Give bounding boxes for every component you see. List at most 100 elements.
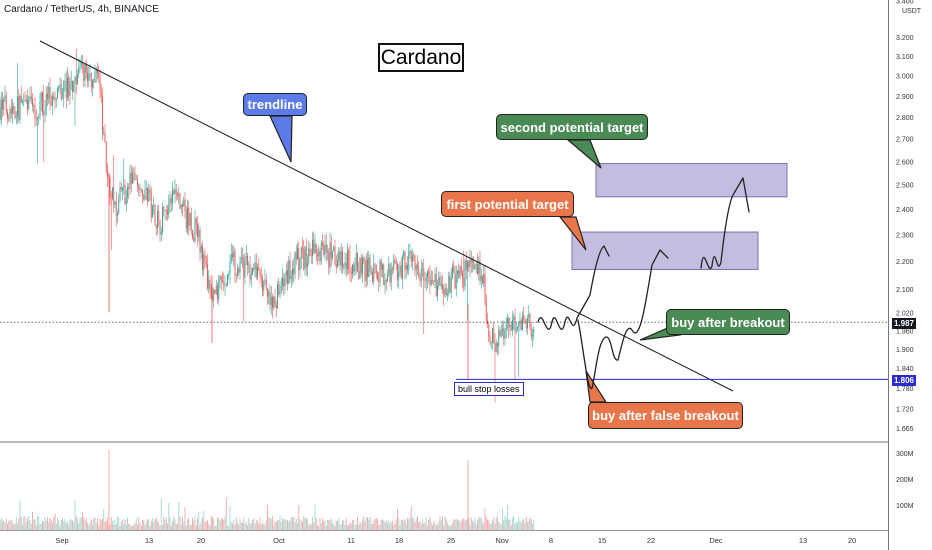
- volume-bar-105: [130, 525, 132, 530]
- candle-body-191: [238, 268, 240, 273]
- x-tick-11: Dec: [709, 536, 723, 545]
- volume-bar-231: [288, 521, 290, 530]
- candle-body-208: [259, 270, 261, 274]
- volume-bar-17: [20, 516, 22, 530]
- candle-body-334: [417, 265, 418, 268]
- price-tick-14: 1.960: [896, 328, 914, 335]
- volume-bar-1: [0, 517, 2, 530]
- volume-bar-363: [453, 519, 455, 530]
- volume-bar-264: [329, 520, 331, 530]
- candle-body-176: [219, 276, 221, 280]
- candle-body-216: [269, 291, 271, 306]
- volume-bar-369: [460, 522, 462, 530]
- candle-body-393: [490, 342, 492, 344]
- candle-body-160: [199, 229, 201, 253]
- volume-bar-60: [74, 500, 76, 530]
- volume-bar-321: [400, 519, 402, 530]
- volume-bar-22: [27, 518, 28, 530]
- candle-body-347: [433, 280, 435, 283]
- price-tick-1: 3.200: [896, 35, 914, 42]
- volume-bar-342: [427, 525, 428, 530]
- candle-body-162: [202, 246, 203, 271]
- volume-bar-47: [58, 520, 60, 530]
- volume-bar-197: [245, 521, 247, 530]
- projection-breakout: [537, 245, 610, 330]
- volume-bar-202: [252, 519, 253, 530]
- candle-body-182: [227, 274, 228, 286]
- price-tick-13: 2.020: [896, 310, 914, 317]
- volume-bar-84: [104, 521, 106, 530]
- volume-bar-246: [307, 519, 308, 530]
- candle-body-165: [205, 260, 207, 265]
- candle-body-389: [485, 299, 487, 321]
- candle-body-227: [283, 278, 285, 287]
- trendline-pointer: [269, 115, 293, 163]
- volume-bar-166: [207, 519, 208, 530]
- volume-bar-344: [429, 517, 431, 530]
- candle-body-335: [418, 267, 420, 278]
- volume-bar-146: [182, 517, 183, 530]
- volume-bar-241: [300, 520, 302, 530]
- candle-body-33: [40, 92, 42, 102]
- candle-body-42: [52, 96, 53, 106]
- volume-bar-409: [510, 524, 512, 530]
- candle-body-281: [350, 273, 352, 275]
- volume-bar-228: [284, 519, 286, 530]
- x-tick-6: 25: [447, 536, 455, 545]
- volume-bar-12: [14, 523, 16, 530]
- volume-bar-269: [335, 520, 337, 530]
- volume-bar-13: [15, 517, 17, 530]
- volume-bar-25: [30, 524, 32, 530]
- volume-bar-233: [290, 517, 292, 530]
- volume-bar-15: [18, 519, 20, 530]
- candle-body-183: [228, 274, 230, 275]
- candle-body-49: [60, 84, 62, 99]
- buy-after-false-breakout-label: buy after false breakout: [588, 402, 743, 429]
- candle-body-238: [297, 247, 298, 260]
- price-tick-5: 2.800: [896, 115, 914, 122]
- candle-body-92: [114, 201, 116, 205]
- volume-bar-81: [100, 520, 102, 530]
- candle-body-248: [309, 248, 311, 256]
- volume-bar-155: [193, 520, 195, 530]
- candle-body-250: [312, 239, 313, 256]
- candle-body-198: [247, 255, 248, 266]
- candle-body-317: [395, 263, 397, 265]
- volume-bar-295: [368, 519, 370, 530]
- x-tick-3: Oct: [273, 536, 286, 545]
- candle-body-427: [533, 328, 535, 335]
- candle-body-231: [288, 260, 290, 284]
- volume-bar-67: [83, 517, 85, 530]
- candle-body-46: [57, 88, 58, 98]
- volume-bar-354: [442, 516, 443, 530]
- candle-body-179: [223, 281, 225, 286]
- volume-bar-331: [413, 518, 415, 530]
- candle-body-78: [97, 70, 98, 74]
- volume-bar-158: [197, 517, 198, 530]
- volume-bar-54: [67, 521, 68, 530]
- candle-body-167: [208, 279, 210, 289]
- volume-bar-194: [242, 522, 243, 530]
- candle-body-22: [27, 99, 28, 109]
- candle-body-37: [45, 93, 47, 110]
- candle-body-145: [180, 204, 182, 209]
- volume-bar-19: [23, 516, 25, 530]
- x-tick-4: 11: [347, 536, 355, 545]
- candle-body-327: [408, 251, 410, 270]
- candle-body-148: [184, 199, 186, 211]
- candle-body-104: [129, 172, 131, 189]
- candle-body-61: [75, 76, 77, 85]
- volume-bar-104: [129, 524, 131, 530]
- x-tick-0: Sep: [55, 536, 68, 545]
- candle-body-261: [325, 244, 327, 253]
- candle-body-24: [29, 96, 31, 101]
- volume-bar-51: [63, 521, 65, 530]
- volume-bar-338: [422, 519, 423, 530]
- volume-bar-317: [395, 519, 397, 530]
- candle-body-156: [194, 218, 196, 242]
- volume-bar-4: [4, 522, 6, 530]
- candle-body-213: [265, 279, 267, 289]
- volume-bar-49: [60, 519, 62, 530]
- candle-body-149: [185, 210, 187, 229]
